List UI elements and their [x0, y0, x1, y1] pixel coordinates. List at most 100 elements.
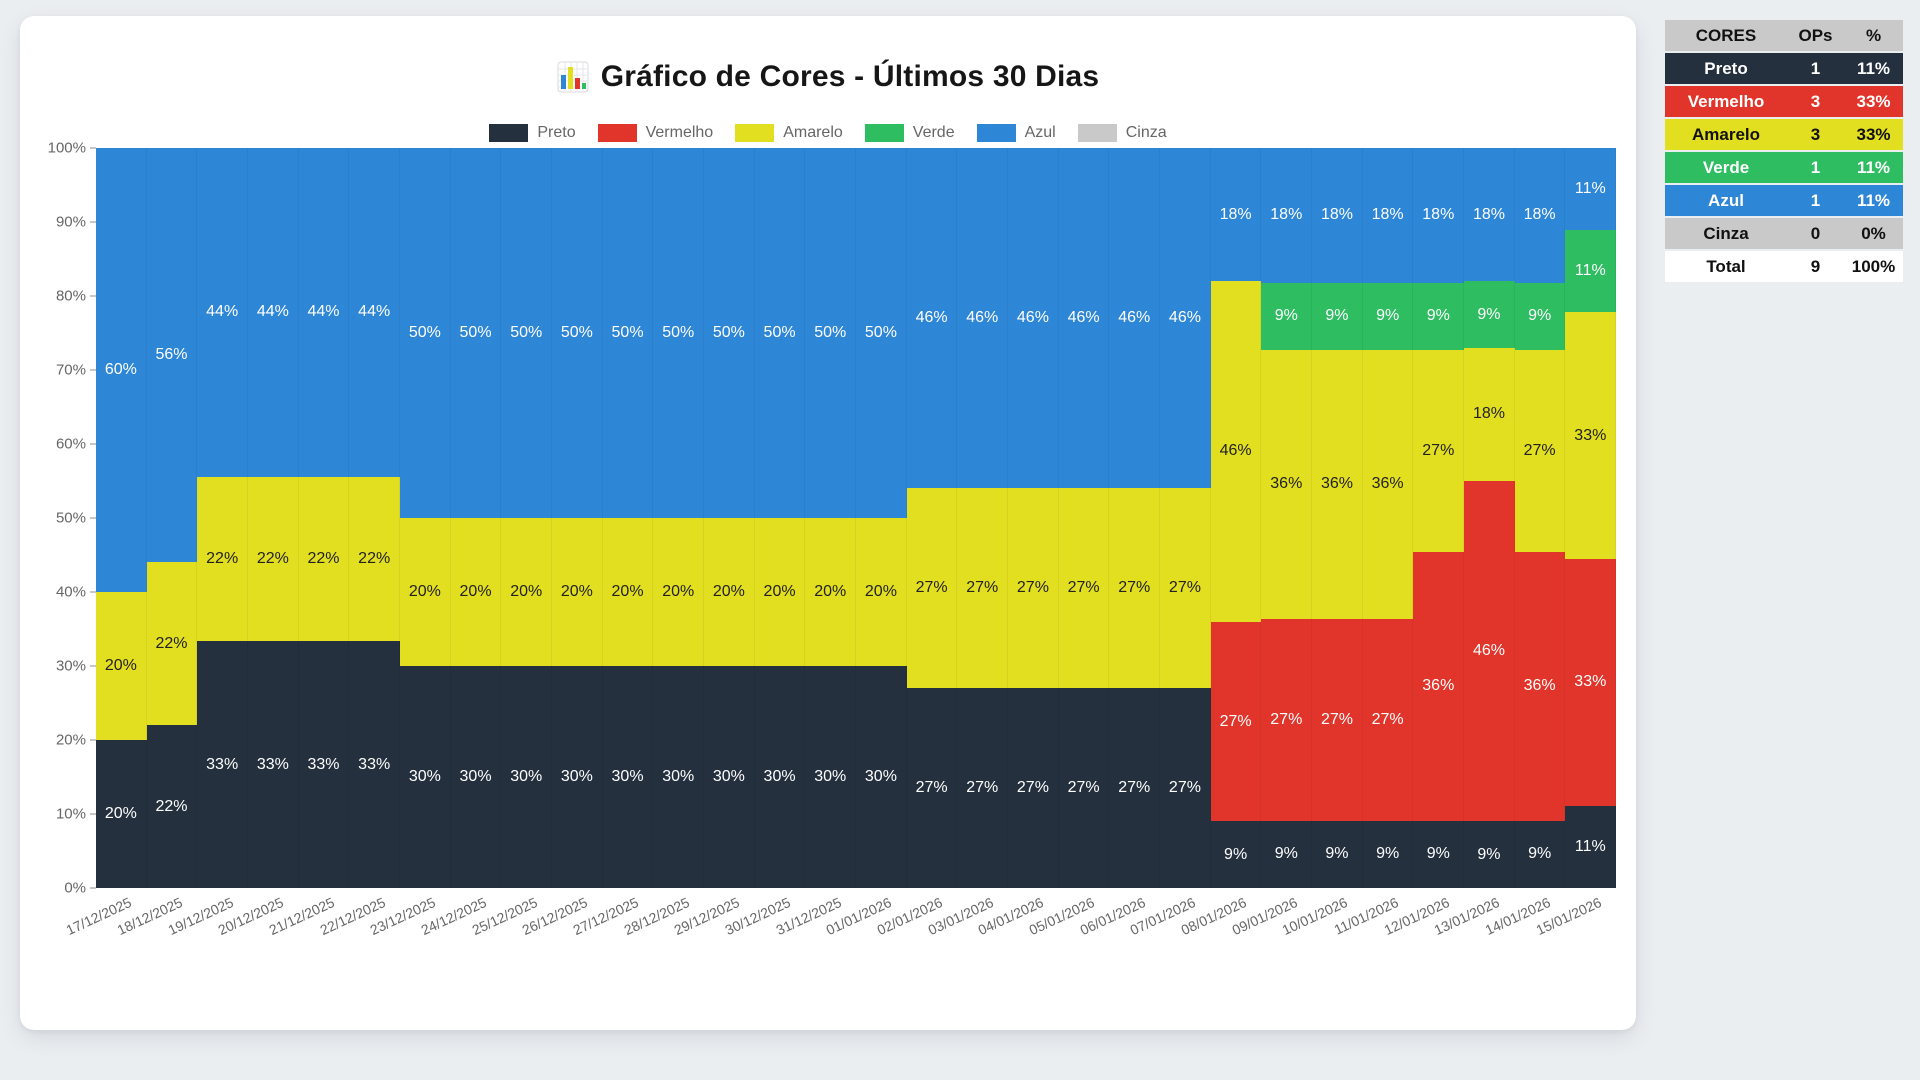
segment-label: 50% [408, 324, 441, 341]
segment-amarelo: 20% [602, 518, 654, 666]
segment-amarelo: 22% [248, 476, 299, 642]
segment-label: 22% [206, 550, 239, 568]
segment-preto: 9% [1362, 820, 1414, 888]
segment-amarelo: 20% [856, 518, 907, 666]
segment-label: 30% [814, 768, 847, 785]
segment-label: 33% [206, 755, 239, 773]
segment-preto: 30% [552, 666, 603, 888]
y-axis-tick [90, 295, 96, 297]
stacked-bar-23-12-2025: 30% 20% 50% [400, 148, 451, 888]
segment-label: 50% [763, 324, 796, 341]
legend-label: Cinza [1125, 124, 1167, 141]
y-axis-tick [90, 369, 96, 371]
segment-azul: 50% [400, 148, 451, 518]
segment-verde: 9% [1464, 281, 1515, 348]
segment-label: 11% [1574, 180, 1606, 198]
segment-azul: 50% [450, 148, 502, 518]
segment-label: 9% [1477, 845, 1501, 863]
segment-label: 18% [1472, 205, 1505, 223]
stacked-bar-09-01-2026: 9% 27% 36% 9% 18% [1261, 148, 1313, 888]
legend-item-verde[interactable]: Verde [864, 124, 955, 142]
segment-label: 18% [1219, 205, 1252, 223]
segment-verde: 9% [1514, 282, 1566, 350]
table-row-cinza: Cinza 0 0% [1665, 218, 1903, 249]
segment-label: 44% [206, 303, 239, 321]
y-axis-tick [90, 517, 96, 519]
segment-label: 9% [1274, 845, 1298, 863]
segment-label: 30% [763, 768, 796, 785]
table-cell-pct: 11% [1856, 190, 1891, 210]
segment-label: 18% [1523, 206, 1556, 224]
legend-label: Vermelho [645, 124, 714, 141]
segment-label: 18% [1422, 206, 1455, 224]
segment-label: 50% [611, 324, 644, 341]
y-axis-label: 20% [55, 731, 86, 749]
legend-swatch-icon [1077, 124, 1117, 142]
segment-azul: 46% [1109, 148, 1161, 489]
segment-preto: 27% [1160, 688, 1211, 888]
segment-amarelo: 20% [400, 518, 451, 666]
stacked-bar-08-01-2026: 9% 27% 46% 18% [1210, 148, 1262, 888]
segment-label: 22% [256, 550, 289, 568]
segment-vermelho: 27% [1312, 618, 1363, 821]
y-axis-label: 90% [55, 213, 86, 231]
stacked-bar-04-01-2026: 27% 27% 46% [1008, 148, 1059, 888]
segment-label: 27% [1168, 779, 1201, 797]
table-cell-ops: 1 [1810, 157, 1821, 177]
segment-preto: 9% [1261, 820, 1313, 888]
segment-amarelo: 22% [349, 476, 401, 642]
segment-label: 20% [763, 583, 796, 600]
segment-amarelo: 46% [1210, 281, 1262, 622]
segment-azul: 46% [1160, 148, 1211, 489]
segment-preto: 33% [298, 641, 350, 888]
segment-label: 9% [1274, 307, 1298, 325]
legend-item-vermelho[interactable]: Vermelho [597, 124, 714, 142]
segment-preto: 9% [1514, 820, 1566, 888]
segment-label: 50% [560, 324, 593, 341]
segment-preto: 30% [653, 666, 705, 888]
segment-label: 9% [1426, 307, 1450, 325]
segment-vermelho: 27% [1362, 618, 1414, 821]
y-axis-label: 60% [55, 435, 86, 453]
segment-label: 33% [256, 755, 289, 773]
segment-label: 9% [1376, 307, 1400, 325]
segment-preto: 27% [1058, 688, 1110, 888]
y-axis-tick [90, 221, 96, 223]
table-cell-color-name: Total [1706, 256, 1746, 276]
segment-label: 20% [104, 657, 137, 674]
segment-label: 27% [1371, 710, 1404, 728]
legend-item-preto[interactable]: Preto [489, 124, 576, 142]
segment-preto: 30% [450, 666, 502, 888]
segment-azul: 46% [1058, 148, 1110, 489]
table-cell-pct: 11% [1856, 157, 1891, 177]
stacked-bar-20-12-2025: 33% 22% 44% [248, 148, 299, 888]
segment-preto: 9% [1464, 821, 1515, 888]
segment-verde: 11% [1565, 230, 1617, 313]
legend-item-azul[interactable]: Azul [976, 124, 1056, 142]
legend-item-cinza[interactable]: Cinza [1077, 124, 1167, 142]
segment-azul: 11% [1565, 148, 1617, 231]
stacked-bar-03-01-2026: 27% 27% 46% [957, 148, 1009, 888]
stacked-bar-17-12-2025: 20% 20% 60% [96, 148, 147, 888]
segment-label: 30% [459, 768, 492, 785]
segment-label: 27% [1067, 579, 1100, 597]
y-axis-label: 70% [55, 361, 86, 379]
segment-azul: 50% [653, 148, 705, 518]
segment-label: 30% [712, 768, 745, 785]
segment-label: 9% [1376, 845, 1400, 863]
segment-azul: 50% [856, 148, 907, 518]
segment-preto: 9% [1312, 820, 1363, 888]
segment-verde: 9% [1413, 282, 1465, 350]
segment-label: 30% [662, 768, 695, 785]
table-cell-ops: 9 [1810, 256, 1821, 276]
segment-preto: 9% [1413, 820, 1465, 888]
stacked-bar-07-01-2026: 27% 27% 46% [1160, 148, 1211, 888]
y-axis-label: 80% [55, 287, 86, 305]
stacked-bar-14-01-2026: 9% 36% 27% 9% 18% [1514, 148, 1566, 888]
legend-label: Azul [1024, 124, 1056, 141]
legend-item-amarelo[interactable]: Amarelo [735, 124, 843, 142]
plot-area: 20% 20% 60% 22% 22% 56% 33% 22% 44% 33% 22% 44% 33% 2… [96, 148, 1617, 888]
stacked-bar-27-12-2025: 30% 20% 50% [602, 148, 654, 888]
y-axis-tick [90, 739, 96, 741]
segment-azul: 18% [1514, 148, 1566, 283]
